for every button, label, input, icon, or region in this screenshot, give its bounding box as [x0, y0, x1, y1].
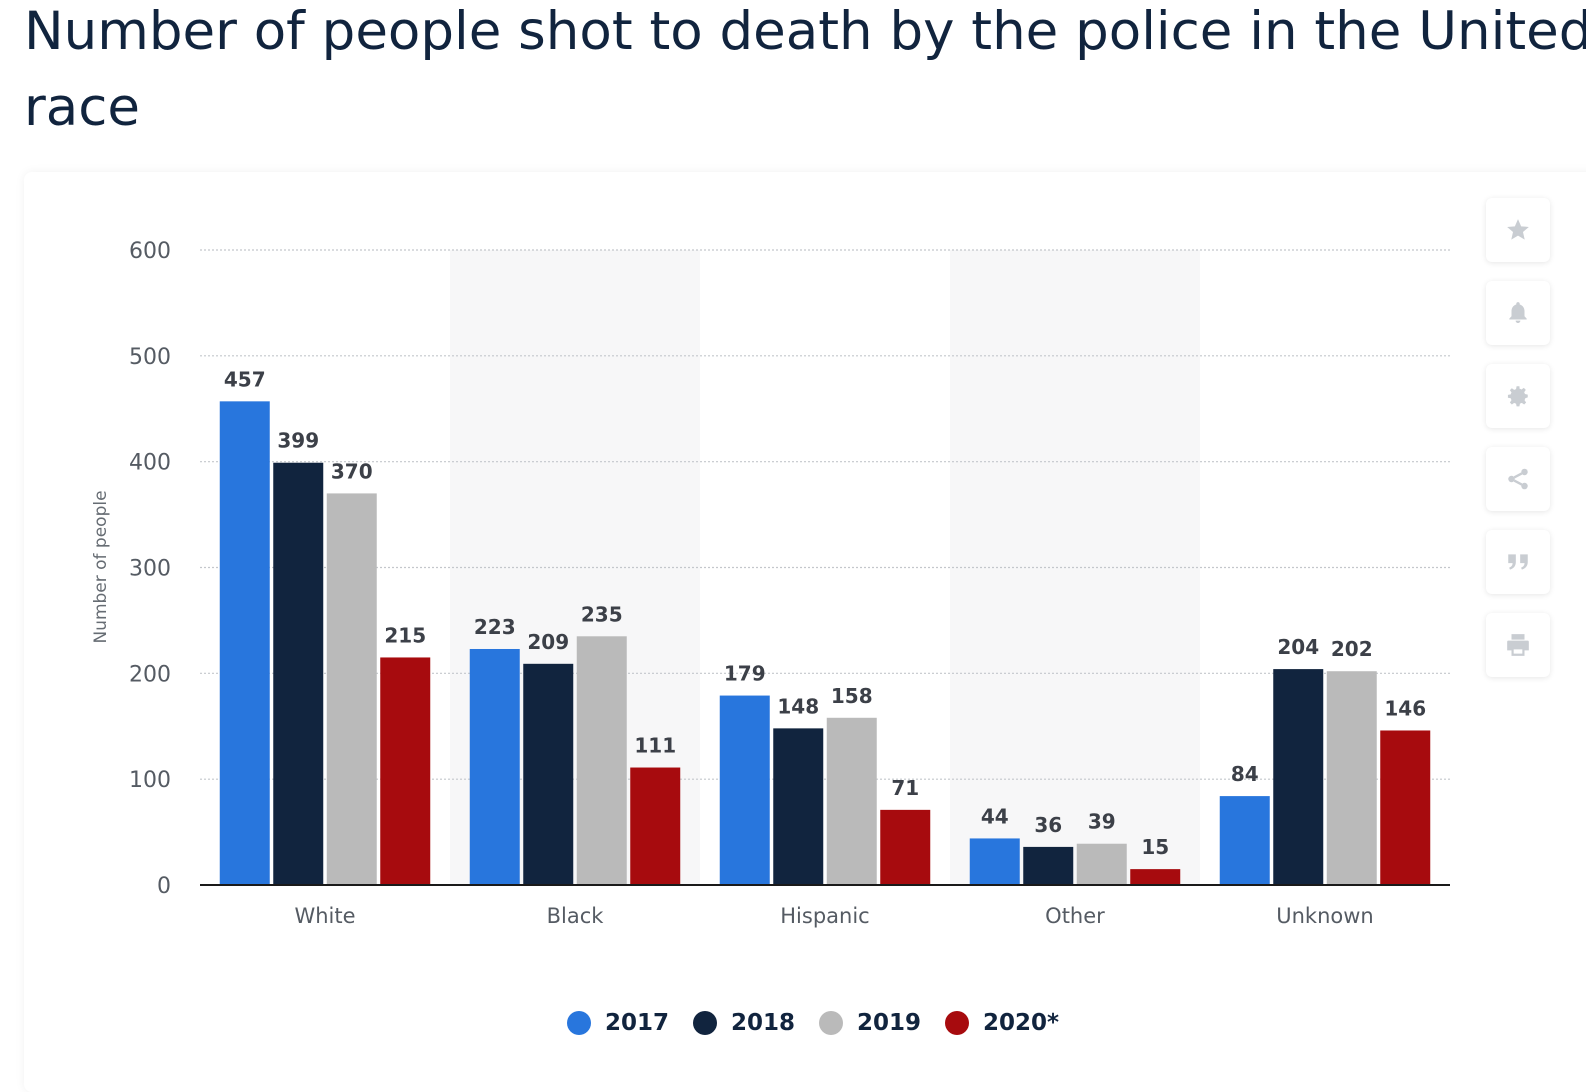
bar[interactable]	[219, 401, 270, 885]
bar[interactable]	[1076, 843, 1127, 885]
data-label: 71	[891, 776, 919, 800]
y-tick-label: 300	[129, 557, 171, 582]
bar-chart: 0 100 200 300 400 500 600 457 399 370 215 223 209 23…	[91, 239, 1450, 928]
legend-item[interactable]: 2018	[692, 1010, 795, 1036]
data-label: 36	[1034, 813, 1062, 837]
bell-icon	[1509, 302, 1527, 323]
data-label: 209	[527, 630, 569, 654]
bar[interactable]	[1130, 869, 1181, 885]
bar[interactable]	[273, 462, 324, 885]
share-button[interactable]	[1486, 447, 1550, 511]
bar[interactable]	[1326, 671, 1377, 885]
y-tick-label: 400	[129, 451, 171, 476]
x-axis-categories: White Black Hispanic Other Unknown	[294, 904, 1373, 928]
bars	[219, 401, 1431, 885]
data-labels: 457 399 370 215 223 209 235 111 179 148 158 71 44 36 3…	[224, 367, 1426, 859]
legend-swatch	[818, 1011, 843, 1035]
data-label: 39	[1088, 810, 1116, 834]
data-label: 202	[1331, 637, 1373, 661]
page-title-line-2: race	[24, 77, 141, 138]
data-label: 204	[1277, 635, 1319, 659]
data-label: 158	[831, 684, 873, 708]
y-tick-label: 500	[129, 345, 171, 370]
star-icon	[1507, 219, 1529, 240]
x-tick-label: White	[294, 904, 355, 928]
data-label: 457	[224, 367, 266, 391]
bar[interactable]	[1380, 730, 1431, 885]
data-label: 111	[634, 734, 676, 758]
data-label: 215	[384, 623, 426, 647]
legend-item[interactable]: 2020*	[945, 1010, 1059, 1036]
legend-swatch	[566, 1011, 591, 1035]
x-tick-label: Hispanic	[780, 904, 869, 928]
bar[interactable]	[969, 838, 1020, 885]
y-tick-label: 0	[157, 874, 171, 899]
legend-item[interactable]: 2017	[566, 1010, 669, 1036]
page-title: Number of people shot to death by the po…	[24, 0, 1586, 146]
cite-button[interactable]	[1486, 530, 1550, 594]
quote-icon	[1508, 554, 1528, 570]
y-tick-label: 600	[129, 239, 171, 264]
legend-swatch	[692, 1011, 717, 1035]
favorite-button[interactable]	[1486, 198, 1550, 262]
category-band	[950, 250, 1200, 885]
bar[interactable]	[380, 657, 431, 885]
y-axis-ticks: 0 100 200 300 400 500 600	[129, 239, 171, 899]
settings-button[interactable]	[1486, 364, 1550, 428]
print-button[interactable]	[1486, 613, 1550, 677]
printer-icon	[1507, 634, 1529, 656]
data-label: 399	[277, 429, 319, 453]
bar[interactable]	[576, 636, 627, 885]
legend-item[interactable]: 2019	[818, 1010, 921, 1036]
bar[interactable]	[630, 767, 681, 885]
legend-label: 2018	[730, 1010, 795, 1036]
bar[interactable]	[719, 695, 770, 885]
data-label: 235	[581, 602, 623, 626]
bar[interactable]	[773, 728, 824, 885]
bar[interactable]	[1219, 796, 1270, 885]
legend-swatch	[945, 1011, 969, 1035]
data-label: 44	[981, 804, 1009, 828]
data-label: 179	[724, 662, 766, 686]
legend-label: 2017	[604, 1010, 669, 1036]
legend: 2017 2018 2019 2020*	[0, 1010, 1586, 1039]
y-axis-label: Number of people	[91, 490, 111, 643]
data-label: 146	[1384, 696, 1426, 720]
legend-label: 2019	[856, 1010, 921, 1036]
x-tick-label: Other	[1045, 904, 1105, 928]
legend-label: 2020*	[983, 1010, 1060, 1036]
bar[interactable]	[469, 648, 520, 885]
data-label: 15	[1141, 835, 1169, 859]
y-tick-label: 200	[129, 662, 171, 687]
bar[interactable]	[523, 663, 574, 885]
bar[interactable]	[326, 493, 377, 885]
data-label: 370	[331, 459, 373, 483]
share-icon	[1508, 468, 1528, 490]
x-tick-label: Black	[547, 904, 605, 928]
data-label: 148	[777, 694, 819, 718]
y-tick-label: 100	[129, 768, 171, 793]
notification-button[interactable]	[1486, 281, 1550, 345]
bar[interactable]	[826, 717, 877, 885]
gear-icon	[1507, 386, 1528, 407]
chart-toolbar	[1486, 198, 1552, 696]
bar[interactable]	[1023, 846, 1074, 885]
page-title-line-1: Number of people shot to death by the po…	[24, 1, 1586, 62]
data-label: 84	[1231, 762, 1259, 786]
bar[interactable]	[1273, 669, 1324, 885]
bar[interactable]	[880, 809, 931, 885]
x-tick-label: Unknown	[1276, 904, 1373, 928]
data-label: 223	[474, 615, 516, 639]
